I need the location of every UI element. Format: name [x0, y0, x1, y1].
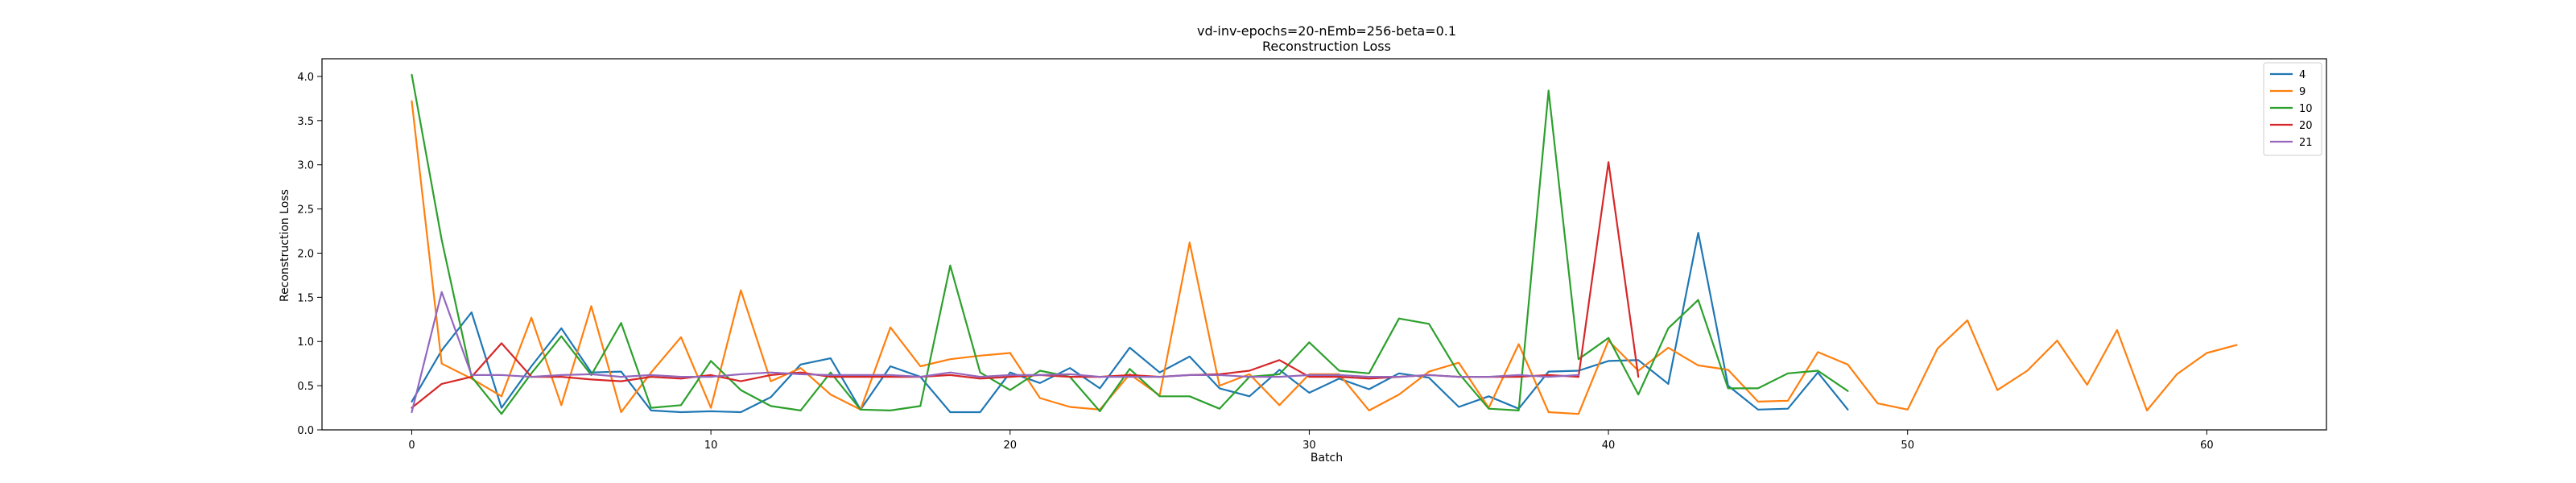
legend-label-21: 21: [2299, 137, 2313, 149]
legend: 4 9 10 20 21: [2263, 62, 2322, 156]
legend-box: [2263, 62, 2322, 156]
legend-label-10: 10: [2299, 103, 2313, 115]
x-tick-label: 20: [1004, 440, 1018, 452]
y-tick-label: 0.0: [297, 425, 314, 437]
y-tick-label: 1.5: [297, 292, 314, 304]
y-tick-label: 4.0: [297, 72, 314, 84]
chart-subtitle: Reconstruction Loss: [1262, 39, 1391, 54]
x-tick-label: 60: [2200, 440, 2214, 452]
series-line-20: [411, 161, 1640, 409]
y-tick-label: 1.0: [297, 336, 314, 349]
y-tick-label: 0.5: [297, 381, 314, 393]
series-lines: [411, 73, 2238, 415]
x-tick-label: 30: [1302, 440, 1316, 452]
legend-label-4: 4: [2299, 69, 2306, 81]
y-tick-label: 2.0: [297, 248, 314, 260]
plot-frame: [321, 58, 2327, 431]
x-tick-label: 50: [1901, 440, 1914, 452]
x-tick-label: 0: [408, 440, 415, 452]
x-tick-label: 40: [1602, 440, 1616, 452]
y-tick-label: 2.5: [297, 204, 314, 217]
axes: 0 10 20 30 40 50 60 0.0 0.5 1.0 1.5 2.0 2.5 3.0 3.5 4.0: [297, 58, 2327, 452]
series-line-4: [411, 232, 1849, 414]
series-line-9: [411, 100, 2238, 415]
legend-label-9: 9: [2299, 86, 2306, 98]
y-tick-label: 3.5: [297, 116, 314, 128]
series-line-10: [411, 73, 1849, 415]
legend-label-20: 20: [2299, 120, 2313, 132]
x-tick-label: 10: [704, 440, 718, 452]
y-axis-label: Reconstruction Loss: [279, 189, 291, 302]
y-tick-label: 3.0: [297, 160, 314, 172]
x-axis-label: Batch: [1311, 452, 1343, 464]
series-line-21: [411, 291, 1580, 414]
chart-title: vd-inv-epochs=20-nEmb=256-beta=0.1: [1197, 23, 1456, 39]
